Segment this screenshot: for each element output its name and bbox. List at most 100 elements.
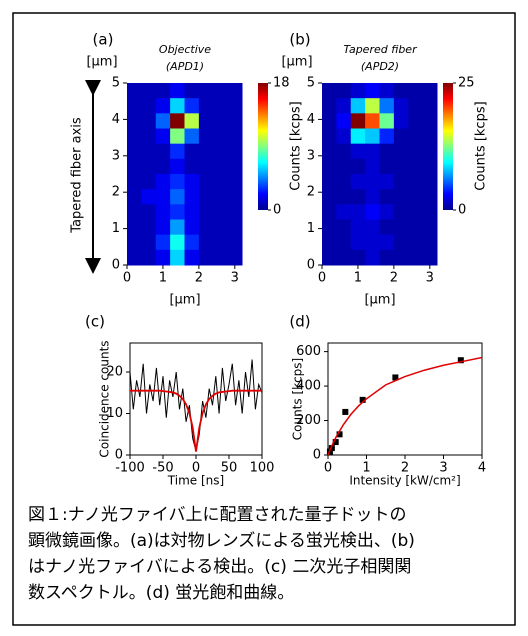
heat-cell (365, 250, 380, 266)
chart-subtitle: (APD1) (166, 60, 204, 73)
heat-cell (170, 98, 185, 114)
heat-cell (351, 159, 366, 175)
heat-cell (394, 220, 409, 236)
heat-cell (351, 174, 366, 190)
heat-cell (408, 144, 423, 160)
heat-cell (365, 159, 380, 175)
heat-cell (423, 204, 438, 220)
figure-svg: 0123012345018Counts [kcps]Objective(APD1… (0, 0, 528, 636)
heat-cell (141, 98, 156, 114)
x-tick-label: 3 (231, 271, 239, 286)
heat-cell (351, 204, 366, 220)
series-line (130, 360, 262, 451)
x-tick-label: 100 (250, 461, 275, 476)
heat-cell (127, 189, 142, 205)
heat-cell (141, 113, 156, 129)
heat-cell (394, 189, 409, 205)
x-axis-label: Time [ns] (167, 474, 224, 488)
heat-cell (199, 174, 214, 190)
heat-cell (170, 235, 185, 251)
heat-cell (423, 250, 438, 266)
x-tick-label: 0 (123, 271, 131, 286)
chart-subtitle: (APD2) (361, 60, 399, 73)
heat-cell (351, 83, 366, 99)
heat-cell (199, 98, 214, 114)
heat-cell (408, 113, 423, 129)
heat-cell (199, 250, 214, 266)
heat-cell (213, 98, 228, 114)
heat-cell (365, 113, 380, 129)
x-axis-label: [µm] (364, 293, 395, 308)
heat-cell (170, 129, 185, 145)
heat-cell (170, 83, 185, 99)
heat-cell (170, 174, 185, 190)
heat-cell (351, 98, 366, 114)
heat-cell (156, 144, 171, 160)
heat-cell (141, 204, 156, 220)
heat-cell (156, 189, 171, 205)
chart-title: Objective (159, 43, 211, 56)
heat-cell (394, 159, 409, 175)
heat-cell (380, 113, 395, 129)
heat-cell (322, 189, 337, 205)
heat-cell (213, 129, 228, 145)
heat-cell (336, 204, 351, 220)
heat-cell (185, 83, 200, 99)
axis-note: Tapered fiber axis (70, 117, 85, 234)
heat-cell (380, 159, 395, 175)
caption-line: 顕微鏡画像。(a)は対物レンズによる蛍光検出、(b) (28, 531, 415, 551)
colorbar (258, 83, 268, 210)
heat-cell (199, 204, 214, 220)
heat-cell (365, 144, 380, 160)
heat-cell (185, 144, 200, 160)
heat-cell (336, 189, 351, 205)
heat-cell (394, 129, 409, 145)
x-tick-label: 3 (426, 271, 434, 286)
y-tick-label: 0 (112, 258, 120, 273)
heat-cell (199, 144, 214, 160)
heat-cell (322, 144, 337, 160)
x-tick-label: 1 (159, 271, 167, 286)
heat-cell (423, 113, 438, 129)
y-tick-label: 2 (307, 185, 315, 200)
y-tick-label: 5 (112, 76, 120, 91)
heat-cell (199, 113, 214, 129)
heat-cell (365, 235, 380, 251)
heat-cell (380, 204, 395, 220)
heat-cell (336, 113, 351, 129)
heat-cell (423, 129, 438, 145)
y-tick-label: 1 (112, 221, 120, 236)
caption-line: はナノ光ファイバによる検出。(c) 二次光子相関関 (28, 557, 411, 577)
heat-cell (365, 174, 380, 190)
y-axis-label: Coincidence counts (98, 340, 112, 457)
heat-cell (408, 174, 423, 190)
heat-cell (127, 159, 142, 175)
heat-cell (228, 129, 243, 145)
y-tick-label: 5 (307, 76, 315, 91)
caption-line: 図１:ナノ光ファイバ上に配置された量子ドットの (28, 505, 407, 525)
heat-cell (228, 174, 243, 190)
heat-cell (322, 235, 337, 251)
y-tick-label: 2 (112, 185, 120, 200)
heat-cell (170, 220, 185, 236)
heat-cell (351, 220, 366, 236)
heat-cell (322, 204, 337, 220)
panel-label: (d) (289, 313, 310, 331)
heat-cell (213, 144, 228, 160)
heat-cell (351, 113, 366, 129)
heat-cell (394, 113, 409, 129)
y-tick-label: 4 (307, 112, 315, 127)
heat-cell (127, 83, 142, 99)
heat-cell (394, 98, 409, 114)
heat-cell (423, 83, 438, 99)
colorbar-label: Counts [kcps] (474, 101, 489, 190)
heat-cell (322, 174, 337, 190)
heat-cell (365, 189, 380, 205)
heat-cell (322, 220, 337, 236)
heat-cell (408, 250, 423, 266)
heat-cell (380, 83, 395, 99)
heat-cell (394, 250, 409, 266)
chart-title: Tapered fiber (343, 43, 418, 56)
heat-cell (199, 220, 214, 236)
heat-cell (185, 250, 200, 266)
